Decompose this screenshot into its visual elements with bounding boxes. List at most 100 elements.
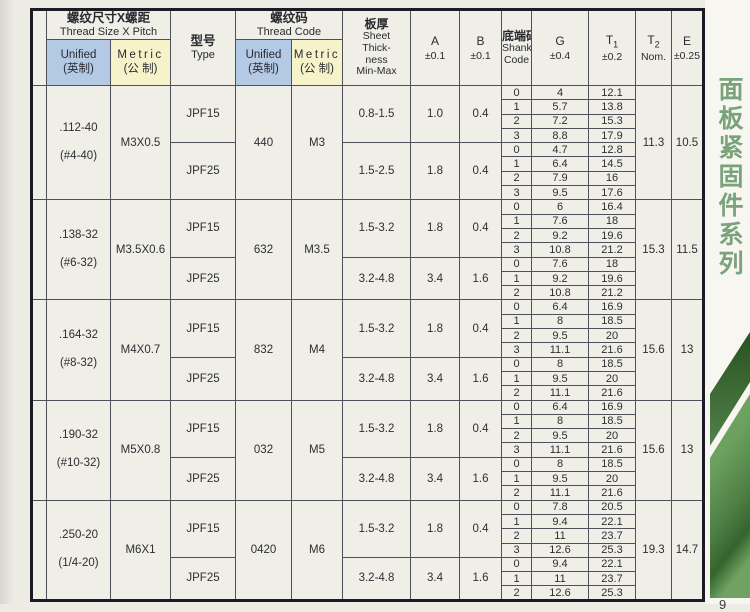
sheet-header-en-2: Thick- bbox=[362, 41, 391, 54]
g-value-cell: 4.7 bbox=[531, 142, 589, 158]
col-g-label: G bbox=[555, 34, 565, 49]
spec-table-body: .112-40 (#4-40) M3X0.5 JPF15 440 M3 0.8-1.5 1.0… bbox=[31, 84, 704, 601]
unified-size-cell: .112-40 (#4-40) bbox=[46, 84, 111, 201]
shank-code-cell: 2 bbox=[501, 485, 532, 501]
t1-value-cell: 18 bbox=[588, 213, 636, 229]
gutter-cell bbox=[31, 84, 47, 201]
thread-code-header-zh: 螺纹码 bbox=[270, 11, 308, 26]
t1-value-cell: 16.4 bbox=[588, 199, 636, 215]
col-t2-letter: T bbox=[647, 32, 655, 47]
shank-header-en-1: Shank bbox=[502, 41, 532, 54]
thread-code-metric-cell: M3 bbox=[291, 84, 343, 201]
spec-row: 3 8.8 17.9 bbox=[32, 127, 704, 144]
b-value-cell: 0.4 bbox=[459, 84, 502, 144]
t1-value-cell: 19.6 bbox=[588, 227, 636, 244]
a-value-cell: 1.8 bbox=[410, 299, 460, 358]
spec-row: 1 8 18.5 bbox=[32, 413, 704, 430]
g-value-cell: 6.4 bbox=[531, 299, 589, 315]
unified-label-zh: (英制) bbox=[248, 62, 279, 75]
shank-code-cell: 0 bbox=[501, 256, 532, 272]
spec-row: JPF25 3.2-4.8 3.4 1.6 0 9.4 22.1 bbox=[32, 556, 704, 601]
shank-code-cell: 2 bbox=[501, 113, 532, 129]
spec-row: .250-20 (1/4-20) M6X1 JPF15 0420 M6 1.5-3.2 1.8… bbox=[31, 499, 704, 601]
g-value-cell: 6 bbox=[531, 199, 589, 215]
spec-row: 3 12.6 25.3 bbox=[32, 542, 704, 558]
shank-code-cell: 0 bbox=[501, 556, 532, 573]
gutter-cell bbox=[31, 199, 47, 301]
e-value-cell: 13 bbox=[671, 299, 704, 401]
spec-row: 1 9.2 19.6 bbox=[32, 270, 704, 287]
shank-code-cell: 3 bbox=[501, 542, 532, 558]
sheet-header-en-4: Min-Max bbox=[356, 65, 397, 78]
t1-value-cell: 20 bbox=[588, 328, 636, 344]
thread-size-header-en: Thread Size X Pitch bbox=[59, 25, 158, 38]
e-value-cell: 13 bbox=[671, 399, 704, 501]
g-value-cell: 11.1 bbox=[531, 442, 589, 458]
e-value-cell: 11.5 bbox=[671, 199, 704, 301]
thread-code-metric-cell: M3.5 bbox=[291, 199, 343, 301]
scan-edge-shadow bbox=[0, 0, 14, 604]
t1-value-cell: 20 bbox=[588, 428, 636, 444]
col-t1-tolerance: ±0.2 bbox=[601, 51, 623, 64]
spec-row: .190-32 (#10-32) M5X0.8 JPF15 032 M5 1.5-3.2 1.… bbox=[31, 399, 704, 501]
metric-size-cell: M3.5X0.6 bbox=[110, 199, 171, 301]
gutter-cell bbox=[31, 399, 47, 501]
e-value-cell: 10.5 bbox=[671, 84, 704, 201]
shank-code-cell: 2 bbox=[501, 170, 532, 187]
b-value-cell: 0.4 bbox=[459, 299, 502, 358]
spec-row: 3 9.5 17.6 bbox=[32, 185, 704, 201]
g-value-cell: 8 bbox=[531, 413, 589, 430]
b-value-cell: 0.4 bbox=[459, 499, 502, 558]
g-value-cell: 4 bbox=[531, 84, 589, 101]
g-value-cell: 9.5 bbox=[531, 471, 589, 487]
shank-header-zh: 底端码 bbox=[502, 28, 531, 43]
spec-row: 2 9.5 20 bbox=[32, 428, 704, 444]
t1-value-cell: 23.7 bbox=[588, 528, 636, 544]
t1-value-cell: 21.6 bbox=[588, 485, 636, 501]
g-value-cell: 10.8 bbox=[531, 242, 589, 258]
t1-value-cell: 21.2 bbox=[588, 285, 636, 301]
type-cell: JPF25 bbox=[170, 356, 236, 401]
g-value-cell: 8 bbox=[531, 313, 589, 330]
col-e-label: E bbox=[682, 34, 691, 49]
t1-value-cell: 20 bbox=[588, 370, 636, 387]
sheet-thickness-cell: 3.2-4.8 bbox=[342, 556, 411, 601]
spec-row: JPF25 1.5-2.5 1.8 0.4 0 4.7 12.8 bbox=[32, 142, 704, 201]
t1-value-cell: 18.5 bbox=[588, 313, 636, 330]
col-a-tolerance: ±0.1 bbox=[424, 49, 446, 62]
col-g-tolerance: ±0.4 bbox=[549, 49, 571, 62]
thread-size-metric-subheader: Metric (公 制) bbox=[110, 39, 171, 86]
spec-row: .164-32 (#8-32) M4X0.7 JPF15 832 M4 1.5-3.2 1.8… bbox=[31, 299, 704, 401]
g-value-cell: 9.2 bbox=[531, 227, 589, 244]
t1-value-cell: 16.9 bbox=[588, 299, 636, 315]
shank-code-cell: 1 bbox=[501, 370, 532, 387]
gutter-cell bbox=[31, 499, 47, 601]
spec-row: 2 7.2 15.3 bbox=[32, 113, 704, 129]
shank-code-cell: 0 bbox=[501, 499, 532, 515]
shank-code-cell: 1 bbox=[501, 213, 532, 229]
sheet-header-en-3: ness bbox=[365, 53, 388, 66]
col-t2-label: T2 bbox=[637, 32, 671, 51]
sheet-header-en-1: Sheet bbox=[362, 30, 391, 43]
g-value-cell: 7.6 bbox=[531, 213, 589, 229]
g-value-cell: 11 bbox=[531, 528, 589, 544]
t1-value-cell: 17.6 bbox=[588, 185, 636, 201]
t1-value-cell: 20 bbox=[588, 471, 636, 487]
a-value-cell: 1.0 bbox=[410, 84, 460, 144]
t1-value-cell: 20.5 bbox=[588, 499, 636, 515]
spec-row: 2 7.9 16 bbox=[32, 170, 704, 187]
thread-code-unified-cell: 440 bbox=[235, 84, 292, 201]
green-band-top-segment bbox=[710, 332, 750, 446]
t1-value-cell: 21.6 bbox=[588, 442, 636, 458]
col-t1-letter: T bbox=[605, 32, 614, 47]
shank-code-header: 底端码 Shank Code bbox=[501, 9, 532, 86]
shank-code-cell: 1 bbox=[501, 471, 532, 487]
type-cell: JPF15 bbox=[170, 399, 236, 458]
shank-code-cell: 1 bbox=[501, 313, 532, 330]
shank-code-cell: 2 bbox=[501, 585, 532, 601]
t1-value-cell: 17.9 bbox=[588, 127, 636, 144]
unified-label-zh: (英制) bbox=[63, 62, 94, 75]
thread-code-unified-cell: 832 bbox=[235, 299, 292, 401]
sheet-thickness-cell: 1.5-3.2 bbox=[342, 499, 411, 558]
shank-code-cell: 2 bbox=[501, 227, 532, 244]
